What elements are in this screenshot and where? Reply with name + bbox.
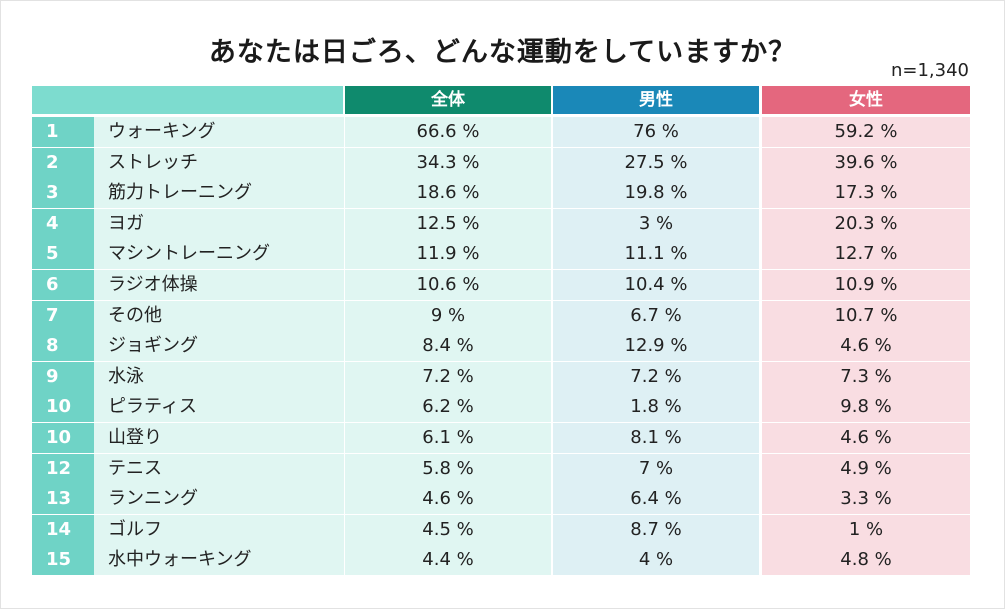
rank-cell: 1 (32, 117, 94, 147)
activity-cell: 水泳 (94, 361, 344, 392)
female-value-cell: 9.8 % (762, 392, 970, 423)
activity-cell: ゴルフ (94, 514, 344, 545)
activity-cell: 筋力トレーニング (94, 178, 344, 209)
female-value-cell: 4.6 % (762, 423, 970, 453)
female-value-cell: 7.3 % (762, 361, 970, 392)
activity-cell: ヨガ (94, 208, 344, 239)
activity-cell: ストレッチ (94, 147, 344, 178)
activity-cell: その他 (94, 300, 344, 331)
activity-cell: 水中ウォーキング (94, 545, 344, 576)
male-value-cell: 8.1 % (553, 423, 759, 453)
activity-cell: テニス (94, 453, 344, 484)
female-value-cell: 4.8 % (762, 545, 970, 576)
male-value-cell: 10.4 % (553, 270, 759, 300)
rank-cell: 12 (32, 453, 94, 484)
female-value-cell: 3.3 % (762, 484, 970, 515)
male-value-cell: 3 % (553, 208, 759, 239)
all-value-cell: 10.6 % (345, 270, 551, 300)
male-value-cell: 4 % (553, 545, 759, 576)
activity-cell: マシントレーニング (94, 239, 344, 270)
all-value-cell: 12.5 % (345, 208, 551, 239)
male-value-cell: 27.5 % (553, 147, 759, 178)
female-value-cell: 39.6 % (762, 147, 970, 178)
rank-cell: 8 (32, 331, 94, 362)
header-male: 男性 (553, 86, 759, 114)
all-value-cell: 5.8 % (345, 453, 551, 484)
female-value-cell: 4.9 % (762, 453, 970, 484)
rank-cell: 4 (32, 208, 94, 239)
female-value-cell: 20.3 % (762, 208, 970, 239)
all-value-cell: 34.3 % (345, 147, 551, 178)
female-value-cell: 59.2 % (762, 117, 970, 147)
all-value-cell: 11.9 % (345, 239, 551, 270)
header-female: 女性 (762, 86, 970, 114)
rank-cell: 6 (32, 270, 94, 300)
all-value-cell: 66.6 % (345, 117, 551, 147)
rank-cell: 5 (32, 239, 94, 270)
male-value-cell: 6.7 % (553, 300, 759, 331)
male-value-cell: 6.4 % (553, 484, 759, 515)
female-value-cell: 12.7 % (762, 239, 970, 270)
all-value-cell: 4.5 % (345, 514, 551, 545)
male-value-cell: 19.8 % (553, 178, 759, 209)
chart-title: あなたは日ごろ、どんな運動をしていますか？ (208, 37, 797, 68)
male-value-cell: 11.1 % (553, 239, 759, 270)
rank-cell: 13 (32, 484, 94, 515)
activity-cell: ウォーキング (94, 117, 344, 147)
all-value-cell: 8.4 % (345, 331, 551, 362)
female-value-cell: 10.7 % (762, 300, 970, 331)
all-value-cell: 4.6 % (345, 484, 551, 515)
rank-cell: 10 (32, 423, 94, 453)
female-value-cell: 10.9 % (762, 270, 970, 300)
activity-cell: ラジオ体操 (94, 270, 344, 300)
female-value-cell: 4.6 % (762, 331, 970, 362)
male-value-cell: 76 % (553, 117, 759, 147)
all-value-cell: 18.6 % (345, 178, 551, 209)
rank-cell: 10 (32, 392, 94, 423)
rank-cell: 2 (32, 147, 94, 178)
activity-cell: ピラティス (94, 392, 344, 423)
rank-cell: 15 (32, 545, 94, 576)
all-value-cell: 6.1 % (345, 423, 551, 453)
activity-cell: ジョギング (94, 331, 344, 362)
rank-cell: 3 (32, 178, 94, 209)
male-value-cell: 8.7 % (553, 514, 759, 545)
rank-cell: 7 (32, 300, 94, 331)
all-value-cell: 7.2 % (345, 361, 551, 392)
male-value-cell: 12.9 % (553, 331, 759, 362)
female-value-cell: 1 % (762, 514, 970, 545)
header-blank-cell (32, 86, 343, 114)
female-value-cell: 17.3 % (762, 178, 970, 209)
activity-cell: 山登り (94, 423, 344, 453)
rank-cell: 14 (32, 514, 94, 545)
activity-cell: ランニング (94, 484, 344, 515)
all-value-cell: 4.4 % (345, 545, 551, 576)
header-all: 全体 (345, 86, 551, 114)
sample-size-label: n=1,340 (890, 60, 969, 81)
male-value-cell: 7.2 % (553, 361, 759, 392)
all-value-cell: 9 % (345, 300, 551, 331)
rank-cell: 9 (32, 361, 94, 392)
all-value-cell: 6.2 % (345, 392, 551, 423)
male-value-cell: 7 % (553, 453, 759, 484)
male-value-cell: 1.8 % (553, 392, 759, 423)
